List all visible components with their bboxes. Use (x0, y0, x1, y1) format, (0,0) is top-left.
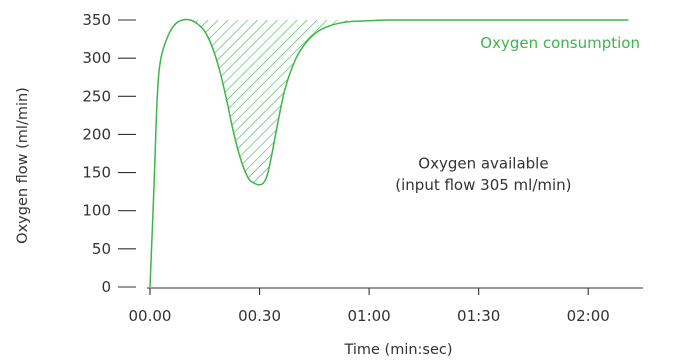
y-axis-title: Oxygen flow (ml/min) (15, 87, 31, 244)
annotation-text: (input flow 305 ml/min) (395, 176, 571, 194)
series-layer (149, 18, 629, 288)
x-tick-label: 01:00 (347, 307, 390, 325)
y-tick-label: 350 (82, 11, 111, 29)
x-tick-label: 00.30 (238, 307, 281, 325)
y-tick-label: 0 (101, 278, 111, 296)
x-axis-title: Time (min:sec) (343, 342, 452, 358)
label-layer: 00.00 00.30 01:00 01:30 02:00 0 50 100 150 200 250… (15, 11, 640, 358)
y-tick-label: 250 (82, 87, 111, 105)
x-tick-label: 02:00 (567, 307, 610, 325)
hatched-area (190, 20, 351, 185)
annotation-text: Oxygen available (418, 154, 548, 172)
x-tick-label: 01:30 (457, 307, 500, 325)
y-tick-label: 150 (82, 164, 111, 182)
y-tick-label: 200 (82, 125, 111, 143)
y-tick-label: 50 (92, 240, 111, 258)
series-label: Oxygen consumption (480, 34, 640, 52)
axes (118, 19, 643, 295)
series-line-oxygen-consumption (149, 18, 629, 288)
shaded-deficit-area (190, 20, 351, 185)
y-tick-label: 100 (82, 202, 111, 220)
y-tick-label: 300 (82, 49, 111, 67)
x-tick-label: 00.00 (129, 307, 172, 325)
